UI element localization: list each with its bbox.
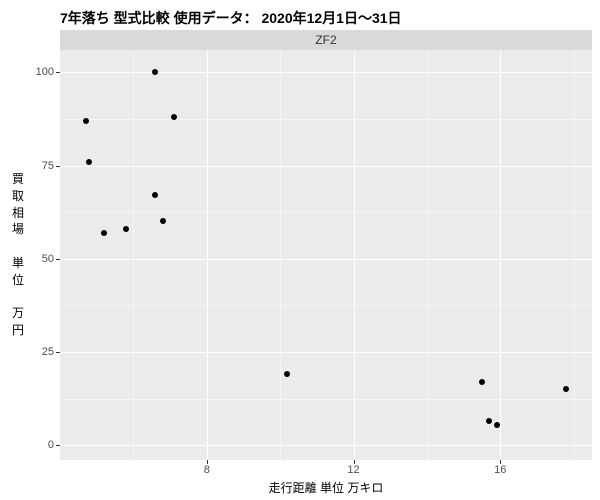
gridline-y bbox=[60, 445, 592, 446]
y-axis-label-char: 単 bbox=[12, 255, 24, 272]
y-axis-label-char bbox=[12, 238, 24, 255]
x-tick-mark bbox=[500, 460, 501, 464]
data-point bbox=[152, 192, 158, 198]
x-axis-label: 走行距離 単位 万キロ bbox=[60, 479, 592, 496]
data-point bbox=[86, 159, 92, 165]
data-point bbox=[486, 418, 492, 424]
data-point bbox=[171, 114, 177, 120]
gridline-x bbox=[207, 50, 208, 460]
gridline-y-minor bbox=[60, 212, 592, 213]
x-tick-mark bbox=[207, 460, 208, 464]
facet-strip: ZF2 bbox=[60, 30, 592, 50]
data-point bbox=[563, 386, 569, 392]
gridline-x-minor bbox=[133, 50, 134, 460]
gridline-y bbox=[60, 352, 592, 353]
y-axis-label: 買取相場 単位 万円 bbox=[10, 50, 26, 460]
gridline-x bbox=[354, 50, 355, 460]
gridline-x-minor bbox=[280, 50, 281, 460]
y-tick-mark bbox=[56, 166, 60, 167]
y-axis-label-char: 位 bbox=[12, 272, 24, 289]
data-point bbox=[123, 226, 129, 232]
y-axis-label-char: 場 bbox=[12, 221, 24, 238]
data-point bbox=[494, 422, 500, 428]
gridline-x-minor bbox=[574, 50, 575, 460]
data-point bbox=[83, 118, 89, 124]
y-axis-label-char: 相 bbox=[12, 205, 24, 222]
y-axis-label-char: 買 bbox=[12, 171, 24, 188]
y-axis-label-char: 円 bbox=[12, 322, 24, 339]
y-axis-label-char: 取 bbox=[12, 188, 24, 205]
y-tick-mark bbox=[56, 445, 60, 446]
data-point bbox=[284, 371, 290, 377]
y-tick-mark bbox=[56, 72, 60, 73]
gridline-y-minor bbox=[60, 305, 592, 306]
data-point bbox=[479, 379, 485, 385]
chart-container: 7年落ち 型式比較 使用データ： 2020年12月1日～31日 ZF2 0255… bbox=[0, 0, 600, 500]
y-tick-mark bbox=[56, 259, 60, 260]
y-tick-mark bbox=[56, 352, 60, 353]
gridline-y bbox=[60, 259, 592, 260]
plot-area: 025507510081216 bbox=[60, 50, 592, 460]
gridline-x bbox=[500, 50, 501, 460]
data-point bbox=[101, 230, 107, 236]
gridline-y bbox=[60, 166, 592, 167]
gridline-x-minor bbox=[427, 50, 428, 460]
x-tick-mark bbox=[354, 460, 355, 464]
data-point bbox=[160, 218, 166, 224]
gridline-y bbox=[60, 72, 592, 73]
y-axis-label-char: 万 bbox=[12, 305, 24, 322]
gridline-y-minor bbox=[60, 119, 592, 120]
chart-title: 7年落ち 型式比較 使用データ： 2020年12月1日～31日 bbox=[60, 8, 402, 28]
data-point bbox=[152, 69, 158, 75]
gridline-y-minor bbox=[60, 399, 592, 400]
y-axis-label-char bbox=[12, 289, 24, 306]
